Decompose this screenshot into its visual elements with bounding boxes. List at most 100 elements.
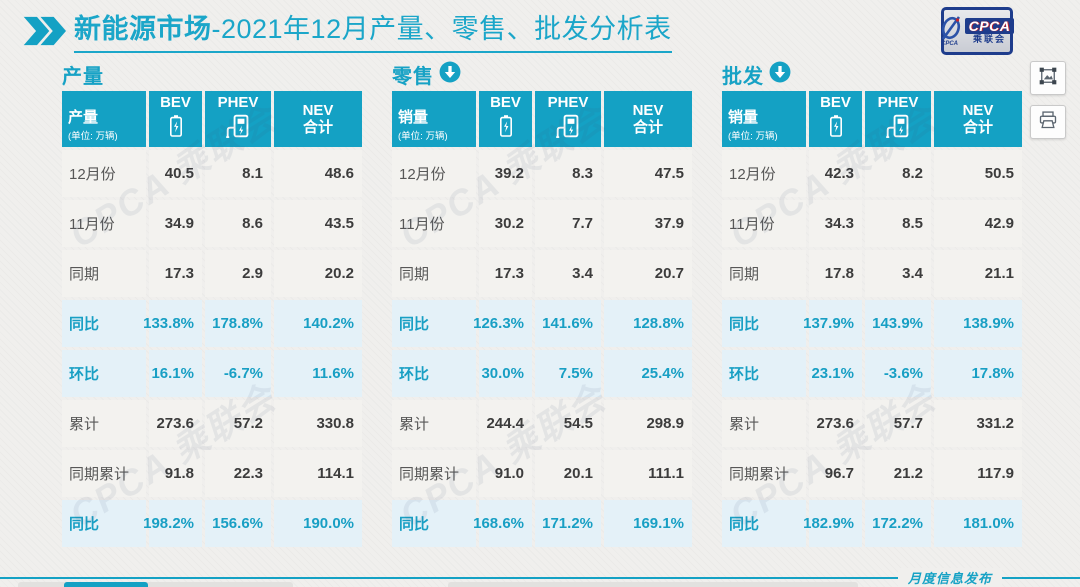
row-label: 累计 bbox=[722, 400, 806, 447]
cpca-logo-text: CPCA 乘联会 bbox=[964, 18, 1015, 44]
table-row: 累计 273.6 57.7 331.2 bbox=[722, 400, 1022, 447]
value-cell: 7.7 bbox=[535, 200, 601, 247]
table-row: 环比 23.1% -3.6% 17.8% bbox=[722, 350, 1022, 397]
value-cell: 8.6 bbox=[205, 200, 271, 247]
value-cell: 50.5 bbox=[934, 150, 1022, 197]
row-label: 环比 bbox=[392, 350, 476, 397]
unit-header-note: (单位: 万辆) bbox=[728, 131, 778, 142]
table-row: 同期 17.8 3.4 21.1 bbox=[722, 250, 1022, 297]
value-cell: 3.4 bbox=[535, 250, 601, 297]
value-cell: -3.6% bbox=[865, 350, 931, 397]
page-header: 新能源市场-2021年12月产量、零售、批发分析表 bbox=[22, 12, 672, 53]
value-cell: 39.2 bbox=[479, 150, 532, 197]
value-cell: 91.8 bbox=[149, 450, 202, 497]
table-row: 同比 137.9% 143.9% 138.9% bbox=[722, 300, 1022, 347]
table-row: 同比 182.9% 172.2% 181.0% bbox=[722, 500, 1022, 547]
production-section-header: 产量 bbox=[62, 60, 362, 88]
unit-header-cell: 销量 (单位: 万辆) bbox=[392, 91, 476, 147]
value-cell: 91.0 bbox=[479, 450, 532, 497]
cpca-emblem-icon: CPCA bbox=[940, 16, 962, 47]
value-cell: 20.1 bbox=[535, 450, 601, 497]
value-cell: 181.0% bbox=[934, 500, 1022, 547]
retail-table: 零售 销量 (单位: 万辆) BEV bbox=[392, 60, 692, 547]
table-row: 同比 126.3% 141.6% 128.8% bbox=[392, 300, 692, 347]
row-label: 同期 bbox=[392, 250, 476, 297]
wholesale-table: 批发 销量 (单位: 万辆) BEV bbox=[722, 60, 1022, 547]
printer-icon bbox=[1038, 110, 1058, 135]
nev-column-header: NEV 合计 bbox=[604, 91, 692, 147]
value-cell: 128.8% bbox=[604, 300, 692, 347]
value-cell: 141.6% bbox=[535, 300, 601, 347]
print-button[interactable] bbox=[1030, 105, 1066, 139]
value-cell: 30.0% bbox=[479, 350, 532, 397]
row-label: 累计 bbox=[62, 400, 146, 447]
retail-section-label: 零售 bbox=[392, 65, 434, 88]
value-cell: 57.7 bbox=[865, 400, 931, 447]
retail-table-header: 销量 (单位: 万辆) BEV PHEV bbox=[392, 91, 692, 147]
row-label: 同比 bbox=[392, 300, 476, 347]
cpca-logo: CPCA CPCA 乘联会 bbox=[940, 7, 1015, 55]
row-label: 同比 bbox=[62, 300, 146, 347]
page-title: 新能源市场-2021年12月产量、零售、批发分析表 bbox=[74, 12, 672, 53]
row-label: 同期累计 bbox=[62, 450, 146, 497]
row-label: 11月份 bbox=[62, 200, 146, 247]
row-label: 环比 bbox=[722, 350, 806, 397]
value-cell: 47.5 bbox=[604, 150, 692, 197]
charging-station-icon bbox=[225, 112, 251, 143]
retail-section-header: 零售 bbox=[392, 60, 692, 88]
row-label: 同期 bbox=[722, 250, 806, 297]
value-cell: 114.1 bbox=[274, 450, 362, 497]
row-label: 同比 bbox=[62, 500, 146, 547]
footer-divider bbox=[0, 577, 1080, 579]
table-row: 11月份 34.9 8.6 43.5 bbox=[62, 200, 362, 247]
nev-column-header: NEV 合计 bbox=[934, 91, 1022, 147]
circle-down-arrow-icon bbox=[769, 61, 791, 88]
value-cell: 273.6 bbox=[149, 400, 202, 447]
value-cell: 17.8% bbox=[934, 350, 1022, 397]
battery-icon bbox=[828, 112, 844, 143]
value-cell: 16.1% bbox=[149, 350, 202, 397]
row-label: 11月份 bbox=[392, 200, 476, 247]
wholesale-rows: 12月份 42.3 8.2 50.5 11月份 34.3 8.5 42.9 同期 17.8 3.4 2… bbox=[722, 150, 1022, 547]
value-cell: 171.2% bbox=[535, 500, 601, 547]
value-cell: 21.2 bbox=[865, 450, 931, 497]
scrollbar-thumb[interactable] bbox=[64, 582, 148, 587]
export-image-button[interactable] bbox=[1030, 61, 1066, 95]
value-cell: 34.3 bbox=[809, 200, 862, 247]
value-cell: 137.9% bbox=[803, 300, 862, 347]
value-cell: 54.5 bbox=[535, 400, 601, 447]
unit-header-note: (单位: 万辆) bbox=[398, 131, 448, 142]
value-cell: 42.9 bbox=[934, 200, 1022, 247]
value-cell: 42.3 bbox=[809, 150, 862, 197]
value-cell: 21.1 bbox=[934, 250, 1022, 297]
scrollbar-track[interactable] bbox=[448, 582, 858, 587]
side-toolbar bbox=[1030, 61, 1066, 139]
value-cell: 22.3 bbox=[205, 450, 271, 497]
value-cell: 273.6 bbox=[809, 400, 862, 447]
unit-header-label: 销量 bbox=[728, 109, 759, 126]
value-cell: 7.5% bbox=[535, 350, 601, 397]
row-label: 同比 bbox=[722, 500, 806, 547]
value-cell: 2.9 bbox=[205, 250, 271, 297]
table-row: 累计 273.6 57.2 330.8 bbox=[62, 400, 362, 447]
value-cell: 8.3 bbox=[535, 150, 601, 197]
value-cell: 17.3 bbox=[479, 250, 532, 297]
value-cell: 133.8% bbox=[143, 300, 202, 347]
image-frame-icon bbox=[1038, 66, 1058, 91]
unit-header-label: 销量 bbox=[398, 109, 429, 126]
table-row: 同期 17.3 3.4 20.7 bbox=[392, 250, 692, 297]
phev-column-header: PHEV bbox=[865, 91, 931, 147]
row-label: 同期累计 bbox=[392, 450, 476, 497]
table-row: 同期累计 91.8 22.3 114.1 bbox=[62, 450, 362, 497]
row-label: 12月份 bbox=[62, 150, 146, 197]
row-label: 同比 bbox=[392, 500, 476, 547]
scrollbar-track[interactable] bbox=[18, 582, 293, 587]
value-cell: 182.9% bbox=[803, 500, 862, 547]
value-cell: 178.8% bbox=[205, 300, 271, 347]
retail-rows: 12月份 39.2 8.3 47.5 11月份 30.2 7.7 37.9 同期 17.3 3.4 2… bbox=[392, 150, 692, 547]
value-cell: 117.9 bbox=[934, 450, 1022, 497]
table-row: 同比 133.8% 178.8% 140.2% bbox=[62, 300, 362, 347]
value-cell: 126.3% bbox=[473, 300, 532, 347]
table-row: 12月份 39.2 8.3 47.5 bbox=[392, 150, 692, 197]
bev-column-header: BEV bbox=[809, 91, 862, 147]
